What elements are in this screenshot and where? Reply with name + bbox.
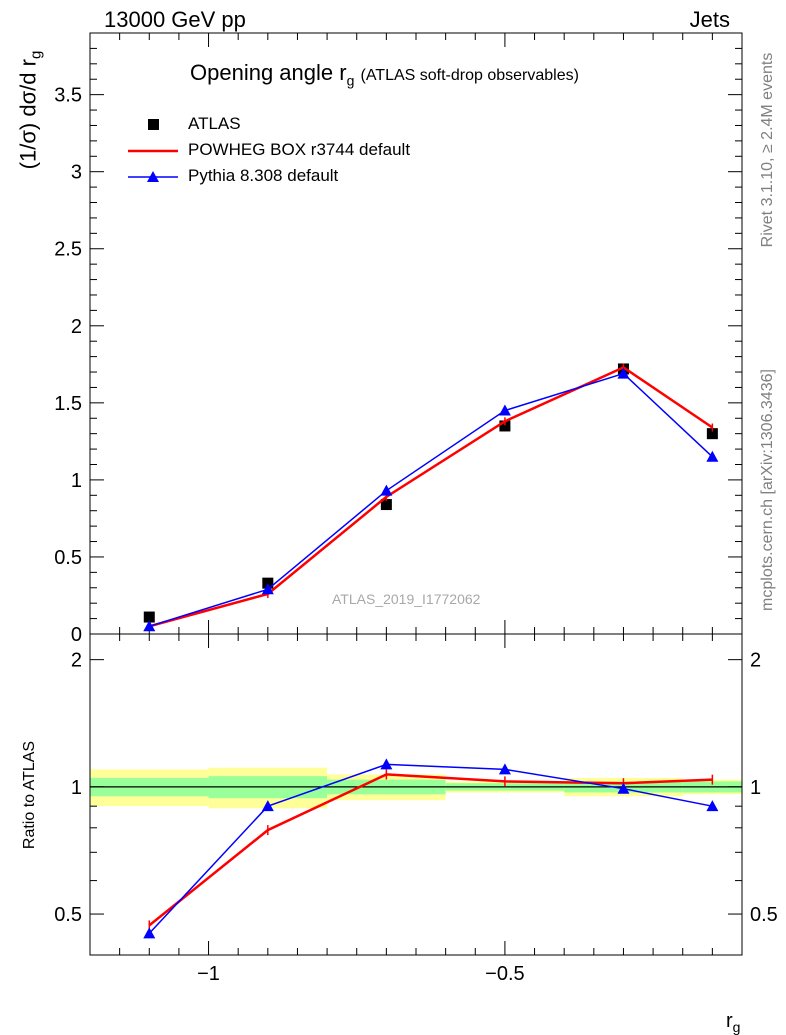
ratio-uncertainty-bands (90, 767, 742, 809)
ratio-y-tick-label-left: 0.5 (54, 904, 82, 926)
ratio-y-axis-label: Ratio to ATLAS (21, 740, 38, 850)
x-tick-label: −0.5 (485, 963, 524, 985)
pythia-point (261, 583, 274, 595)
y-axis-label-subscript: g (27, 50, 45, 60)
ratio-line-1 (148, 773, 713, 927)
pythia-point (498, 404, 511, 416)
header-left: 13000 GeV pp (104, 7, 246, 32)
chart-title-suffix: (ATLAS soft-drop observables) (360, 67, 579, 84)
chart-title-main: Opening angle r (190, 60, 347, 85)
x-axis-label: rg (726, 1010, 740, 1035)
legend-label-atlas: ATLAS (188, 114, 241, 133)
ratio-axis-ticks (89, 634, 743, 956)
legend-line-blue-triangle (128, 171, 178, 182)
legend-label-pythia: Pythia 8.308 default (188, 166, 339, 185)
pythia-point (617, 367, 630, 379)
y-tick-label: 1.5 (54, 393, 82, 415)
x-axis-label-subscript: g (732, 1019, 741, 1035)
y-tick-label: 1 (71, 470, 82, 492)
atlas-data-point (706, 428, 718, 440)
pythia-ratio-point (380, 758, 393, 770)
legend-label-powheg: POWHEG BOX r3744 default (188, 140, 411, 159)
atlas-data-point (499, 420, 511, 432)
y-tick-label: 3.5 (54, 85, 82, 107)
atlas-data-point (380, 499, 392, 511)
y-tick-label: 0 (71, 624, 82, 646)
ratio-line-2 (148, 763, 713, 934)
y-axis-label-text: (1/σ) dσ/d r (15, 59, 41, 170)
y-tick-label: 3 (71, 162, 82, 184)
pythia-point (143, 620, 156, 632)
x-axis-label-text: r (726, 1010, 733, 1032)
y-tick-label: 2 (71, 316, 82, 338)
y-axis-label: (1/σ) dσ/d rg (15, 51, 44, 170)
legend-line-red (128, 149, 178, 153)
ratio-y-tick-label-right: 2 (750, 650, 761, 672)
pythia-ratio-point (261, 800, 274, 812)
atlas-data-point (143, 611, 155, 623)
series-line-2 (149, 372, 713, 628)
y-tick-label: 0.5 (54, 547, 82, 569)
analysis-watermark: ATLAS_2019_I1772062 (332, 591, 481, 607)
ratio-series (143, 758, 719, 939)
side-label-mcplots: mcplots.cern.ch [arXiv:1306.3436] (759, 369, 776, 611)
ratio-y-tick-label-right: 0.5 (750, 904, 778, 926)
x-tick-label: −1 (197, 963, 220, 985)
legend-marker-square (148, 119, 159, 130)
ratio-y-tick-label-left: 1 (71, 777, 82, 799)
chart-title-subscript: g (346, 72, 355, 89)
atlas-data-point (262, 577, 274, 589)
tick-labels: 0 0.5 1 1.5 2 2.5 3 3.5 0.5 0.5 1 1 2 2 −1 −0.5 (54, 85, 778, 985)
pythia-ratio-point (706, 800, 719, 812)
main-axis-ticks (89, 32, 743, 635)
side-label-rivet: Rivet 3.1.10, ≥ 2.4M events (759, 52, 776, 248)
chart-title: Opening angle rg (ATLAS soft-drop observ… (190, 60, 579, 88)
pythia-point (380, 484, 393, 496)
pythia-point (706, 450, 719, 462)
header-right: Jets (689, 7, 730, 32)
main-series (143, 363, 719, 632)
pythia-ratio-point (617, 782, 630, 794)
y-tick-label: 2.5 (54, 239, 82, 261)
ratio-y-tick-label-left: 2 (71, 650, 82, 672)
pythia-ratio-point (498, 763, 511, 775)
ratio-y-tick-label-right: 1 (750, 777, 761, 799)
pythia-ratio-point (143, 927, 156, 939)
series-line-1 (148, 365, 714, 628)
